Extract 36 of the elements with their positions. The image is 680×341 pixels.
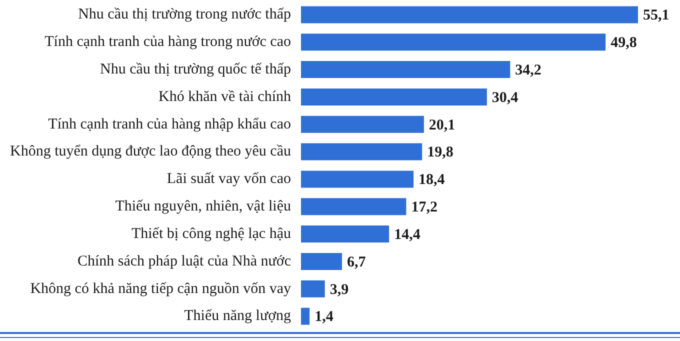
y-tick-label: Thiếu nguyên, nhiên, vật liệu — [115, 198, 292, 215]
bar — [301, 88, 487, 106]
y-tick-label: Thiết bị công nghệ lạc hậu — [131, 226, 292, 242]
bar — [301, 143, 422, 160]
y-tick-label: Nhu cầu thị trường quốc tế thấp — [100, 61, 291, 78]
data-label: 49,8 — [610, 35, 637, 51]
bar — [301, 252, 342, 270]
data-label: 55,1 — [643, 8, 670, 24]
bar — [301, 170, 414, 188]
y-tick-label: Khó khăn về tài chính — [158, 88, 292, 105]
bar — [301, 61, 510, 78]
y-tick-label: Thiếu năng lượng — [184, 308, 292, 324]
data-label: 1,4 — [314, 309, 334, 326]
data-label: 19,8 — [427, 144, 454, 161]
data-label: 17,2 — [411, 200, 438, 216]
bar — [301, 226, 390, 243]
data-label: 20,1 — [428, 117, 456, 134]
y-tick-label: Tính cạnh tranh của hàng trong nước cao — [44, 34, 291, 50]
y-tick-label: Tính cạnh tranh của hàng nhập khẩu cao — [48, 116, 291, 132]
bar — [301, 280, 325, 298]
bar — [301, 198, 406, 216]
data-label: 34,2 — [515, 62, 542, 78]
y-tick-label: Không tuyển dụng được lao động theo yêu cầu — [10, 144, 292, 160]
y-tick-label: Không có khả năng tiếp cận nguồn vốn vay — [30, 280, 292, 297]
data-label: 18,4 — [418, 172, 446, 188]
data-label: 6,7 — [346, 254, 366, 270]
y-tick-label: Nhu cầu thị trường trong nước thấp — [78, 6, 291, 23]
bar — [301, 6, 638, 24]
y-tick-label: Chính sách pháp luật của Nhà nước — [77, 253, 292, 270]
bar — [301, 116, 424, 133]
data-label: 14,4 — [394, 226, 421, 243]
data-label: 3,9 — [330, 282, 349, 298]
data-label: 30,4 — [492, 90, 519, 106]
bar — [301, 34, 606, 51]
y-tick-label: Lãi suất vay vốn cao — [166, 171, 291, 188]
bar — [301, 308, 310, 325]
